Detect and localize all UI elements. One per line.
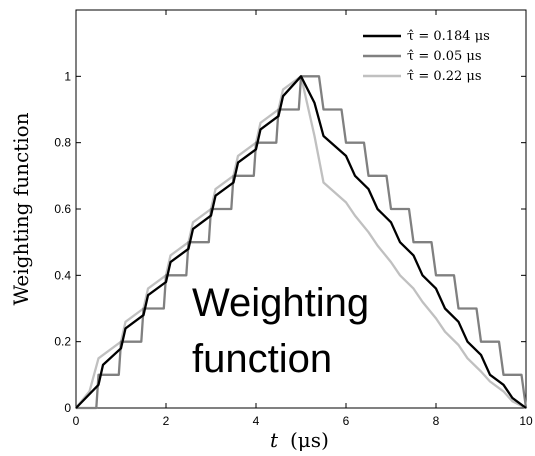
y-tick-label: 0.6	[54, 202, 71, 216]
y-tick-label: 0	[64, 401, 71, 415]
y-tick-label: 0.4	[54, 268, 71, 282]
series-line-0	[75, 75, 527, 409]
x-tick-label: 10	[519, 414, 533, 428]
x-tick-label: 6	[343, 414, 350, 428]
y-tick-label: 1	[64, 69, 71, 83]
y-axis-label: Weighting function	[9, 112, 33, 305]
x-tick-label: 8	[433, 414, 440, 428]
legend: τ̂ = 0.184 μs τ̂ = 0.05 μs τ̂ = 0.22 μs	[363, 29, 490, 84]
x-tick-label: 0	[73, 414, 80, 428]
x-axis-label-unit: (μs)	[290, 428, 329, 452]
legend-label: τ̂ = 0.184 μs	[407, 29, 490, 44]
overlay-text-line-1: Weighting	[192, 281, 369, 325]
legend-label: τ̂ = 0.05 μs	[407, 49, 482, 64]
y-tick-label: 0.2	[54, 335, 71, 349]
overlay-text-line-2: function	[192, 337, 332, 381]
y-tick-label: 0.8	[54, 136, 71, 150]
axis-ticks: 0 2 4 6 8 10 0 0.2 0.4 0.6 0.8 1	[54, 10, 533, 428]
series-lines	[75, 75, 528, 410]
x-tick-label: 2	[163, 414, 170, 428]
x-tick-label: 4	[253, 414, 260, 428]
x-axis-label-variable: t	[270, 428, 279, 452]
legend-label: τ̂ = 0.22 μs	[407, 69, 482, 84]
